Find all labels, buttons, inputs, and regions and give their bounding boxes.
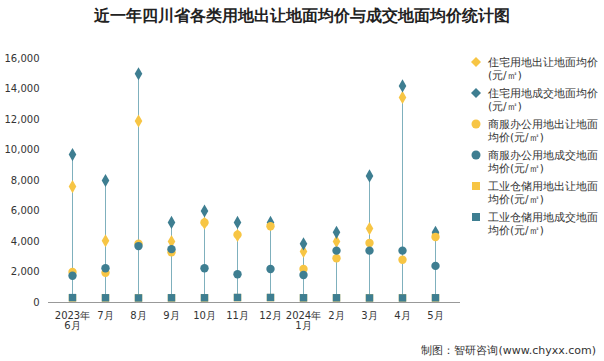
svg-text:3月: 3月 bbox=[361, 310, 377, 321]
svg-text:6,000: 6,000 bbox=[11, 205, 40, 216]
svg-text:7月: 7月 bbox=[97, 310, 113, 321]
svg-text:2月: 2月 bbox=[328, 310, 344, 321]
svg-text:8,000: 8,000 bbox=[11, 175, 40, 186]
svg-text:12月: 12月 bbox=[259, 310, 282, 321]
svg-text:2023年6月: 2023年6月 bbox=[55, 310, 90, 331]
svg-text:10月: 10月 bbox=[193, 310, 216, 321]
svg-text:4,000: 4,000 bbox=[11, 236, 40, 247]
svg-text:4月: 4月 bbox=[394, 310, 410, 321]
svg-text:16,000: 16,000 bbox=[5, 53, 40, 64]
html-text:近一年四川省各类用地出让地面均价与成交地面均价统计图: 近一年四川省各类用地出让地面均价与成交地面均价统计图 bbox=[94, 6, 510, 25]
html-text:制图：智研咨询(www.chyxx.com): 制图：智研咨询(www.chyxx.com) bbox=[421, 344, 596, 357]
svg-text:10,000: 10,000 bbox=[5, 144, 40, 155]
svg-text:9月: 9月 bbox=[163, 310, 179, 321]
html-text:工业仓储用地成交地面均价(元/㎡): 工业仓储用地成交地面均价(元/㎡) bbox=[488, 211, 598, 236]
svg-text:2,000: 2,000 bbox=[11, 266, 40, 277]
html-text:商服办公用地出让地面均价(元/㎡): 商服办公用地出让地面均价(元/㎡) bbox=[488, 118, 598, 143]
html-text:工业仓储用地出让地面均价(元/㎡): 工业仓储用地出让地面均价(元/㎡) bbox=[488, 180, 598, 205]
html-text:住宅用地成交地面均价(元/㎡): 住宅用地成交地面均价(元/㎡) bbox=[488, 87, 598, 112]
svg-text:11月: 11月 bbox=[226, 310, 249, 321]
svg-text:0: 0 bbox=[33, 297, 39, 308]
svg-text:2024年1月: 2024年1月 bbox=[286, 310, 321, 331]
svg-text:12,000: 12,000 bbox=[5, 114, 40, 125]
svg-text:8月: 8月 bbox=[130, 310, 146, 321]
html-text:商服办公用地成交地面均价(元/㎡): 商服办公用地成交地面均价(元/㎡) bbox=[488, 149, 598, 174]
svg-text:5月: 5月 bbox=[427, 310, 443, 321]
html-text:住宅用地出让地面均价(元/㎡): 住宅用地出让地面均价(元/㎡) bbox=[488, 56, 598, 81]
svg-text:14,000: 14,000 bbox=[5, 83, 40, 94]
